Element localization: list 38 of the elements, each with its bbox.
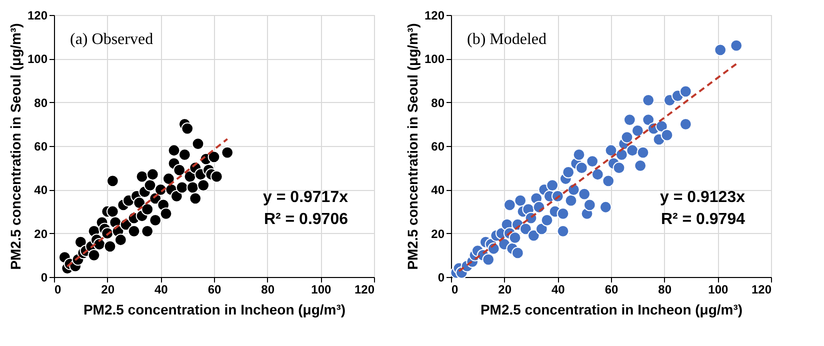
x-axis-title: PM2.5 concentration in Incheon (μg/m³) [83,302,346,318]
annotation: (b) Modeled [467,31,547,48]
x-tick-label: 60 [604,282,618,296]
x-tick-label: 0 [452,282,458,296]
y-tick-label: 0 [40,270,48,284]
annotation: (a) Observed [70,31,154,48]
y-tick-label: 20 [34,226,48,241]
x-tick-label: 100 [311,282,332,296]
y-tick-label: 120 [27,8,48,22]
x-tick-label: 20 [101,282,115,296]
x-tick-label: 100 [708,282,728,296]
y-tick-label: 40 [431,183,445,198]
annotation: R² = 0.9794 [660,211,746,228]
y-tick-label: 80 [34,96,48,110]
annotation: R² = 0.9706 [264,211,348,228]
y-tick-label: 100 [424,52,445,66]
x-tick-label: 40 [154,282,168,296]
y-tick-label: 80 [431,96,445,110]
y-axis-title: PM2.5 concentration in Seoul (μg/m³) [404,23,420,270]
y-tick-label: 60 [34,140,48,154]
y-tick-label: 20 [431,226,445,241]
x-tick-label: 40 [551,282,566,296]
x-tick-label: 0 [54,282,62,296]
x-tick-label: 60 [208,282,222,296]
x-tick-label: 120 [354,282,375,296]
y-tick-label: 100 [27,52,48,66]
x-tick-label: 80 [658,282,672,296]
x-tick-label: 80 [261,282,275,296]
annotation: y = 0.9123x [660,189,746,206]
y-tick-label: 60 [431,140,445,154]
y-tick-label: 0 [438,270,445,284]
y-tick-label: 120 [424,8,445,22]
annotation: y = 0.9717x [263,189,348,206]
x-tick-label: 120 [751,282,772,296]
x-axis-title: PM2.5 concentration in Incheon (μg/m³) [480,302,743,318]
x-tick-label: 20 [498,282,512,296]
y-tick-label: 40 [34,183,48,198]
y-axis-title: PM2.5 concentration in Seoul (μg/m³) [7,23,24,270]
